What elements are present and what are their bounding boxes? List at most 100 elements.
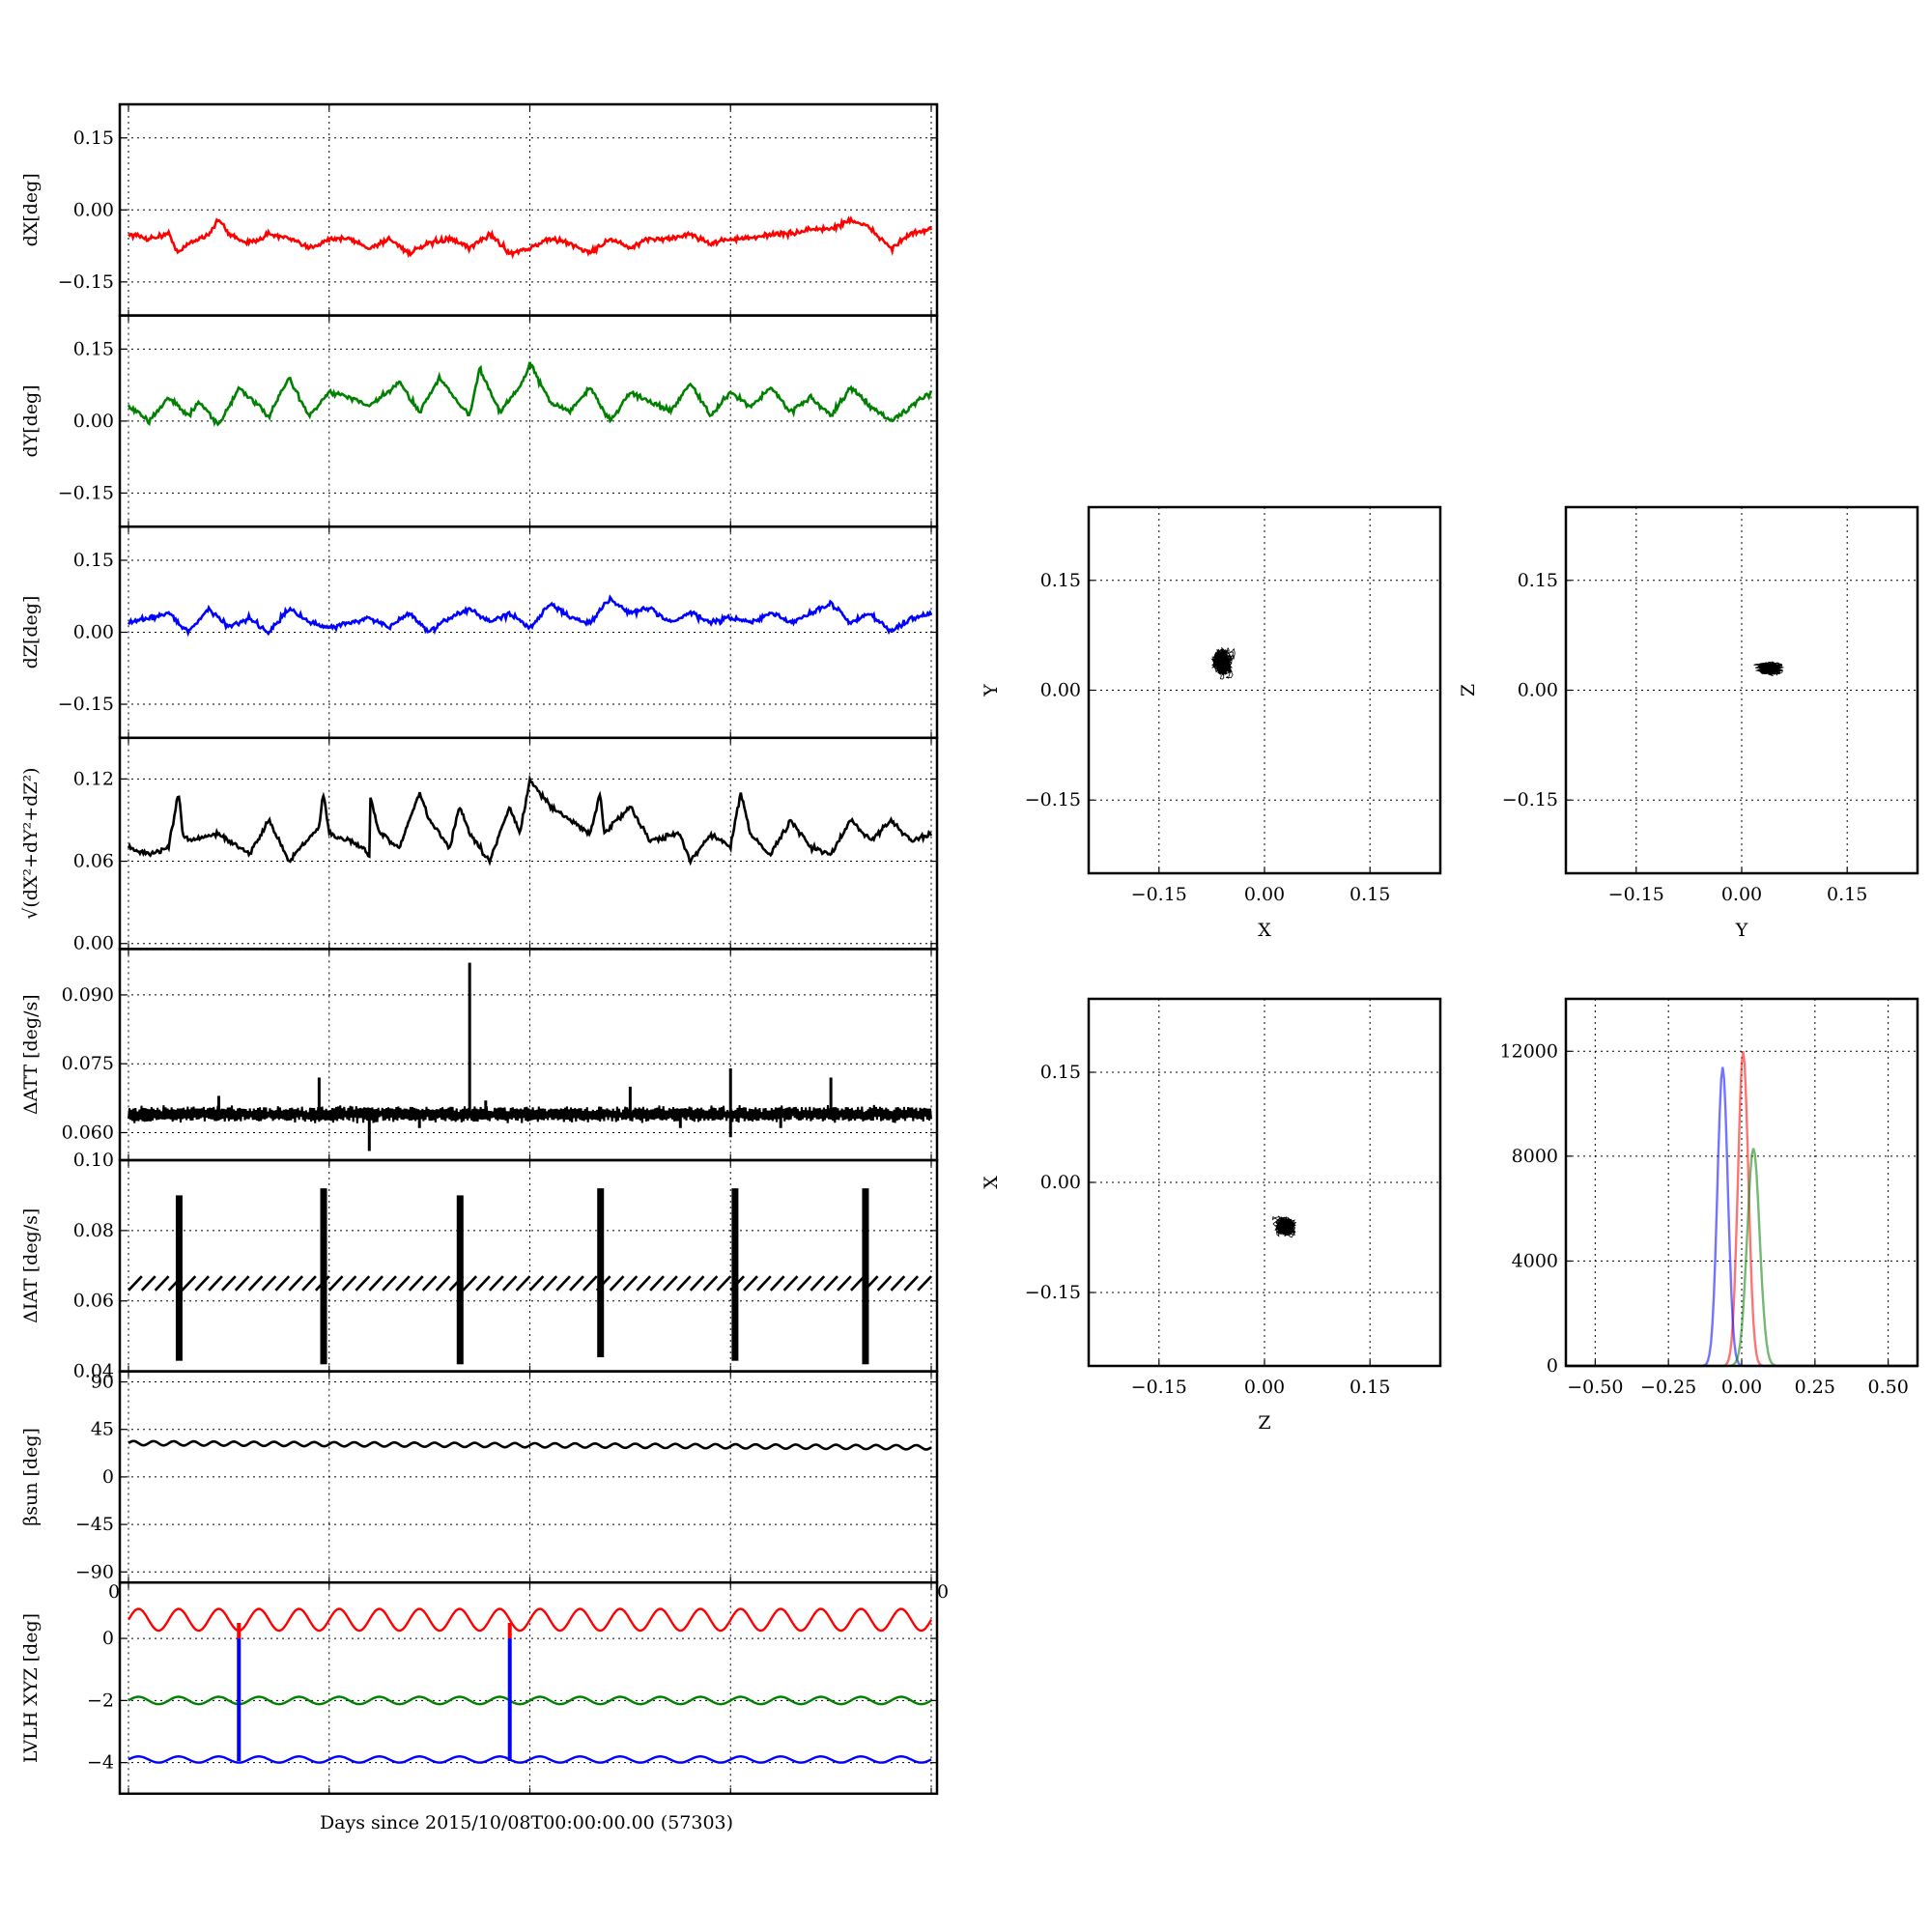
panel-lvlh: 0 −2 −4 0 0 LVLH XYZ [deg] [20,1580,949,1796]
series-lvlh [127,1607,933,1764]
xtick-label: 0.25 [1795,1377,1835,1398]
ytick-label: 90 [91,1372,114,1393]
spike [456,1195,464,1365]
ytick-label: −0.15 [1025,789,1081,810]
ytick-label: 0.00 [73,411,114,432]
spike [175,1195,183,1361]
ytick-label: 0.090 [62,984,114,1006]
corner-label: 0 [108,1581,120,1603]
panel-dY: 0.15 0.00 −0.15 dY[deg] [20,314,939,528]
ytick-label: 0 [1547,1355,1558,1377]
panel-scatterYZ: −0.15 0.00 0.15 0.15 0.00 −0.15 Y Z [1458,505,1919,941]
xtick-label: 0.00 [1721,1377,1762,1398]
ytick-label: 0.04 [73,1361,114,1382]
xlabel-scatterXY: X [1258,920,1271,941]
panel-scatterXY: −0.15 0.00 0.15 0.15 0.00 −0.15 X Y [980,505,1442,941]
xtick-label: 0.15 [1350,884,1390,905]
panel-dX: 0.15 0.00 −0.15 dX[deg] [20,102,939,317]
xtick-label: −0.15 [1131,884,1187,905]
ylabel-dATT: ΔATT [deg/s] [20,994,42,1115]
lvlh-series-1 [128,1695,932,1706]
scatter-and-histogram-panels: −0.15 0.00 0.15 0.15 0.00 −0.15 X Y −0.15 0.00 0.1… [980,505,1919,1434]
series-dR [127,774,933,867]
xlabel-scatterZX: Z [1258,1412,1270,1434]
xtick-label: −0.15 [1608,884,1664,905]
ytick-label: 0.00 [1040,680,1081,701]
ylabel-scatterZX: X [980,1176,1002,1189]
line [127,361,933,428]
ytick-label: 0 [102,1628,114,1649]
ytick-label: 0.15 [1518,570,1558,591]
time-axis-label: Days since 2015/10/08T00:00:00.00 (57303… [320,1812,733,1833]
ytick-label: 0.060 [62,1122,114,1143]
line [128,1439,932,1451]
line [127,594,933,638]
scatter-cloud [1271,1215,1297,1238]
scatter-cloud [1210,646,1236,680]
ylabel-beta: βsun [deg] [20,1428,42,1526]
panel-dZ: 0.15 0.00 −0.15 dZ[deg] [20,525,939,740]
spike [862,1188,869,1365]
ytick-label: −45 [75,1514,114,1535]
hist-series-2 [1566,1148,1918,1368]
xtick-label: 0.15 [1827,884,1867,905]
ytick-label: 0.15 [73,338,114,359]
ylabel-dR: √(dX²+dY²+dZ²) [20,767,42,919]
spike [731,1188,739,1361]
panel-dATT: 0.090 0.075 0.060 ΔATT [deg/s] [20,948,939,1162]
spike [320,1188,327,1365]
ytick-label: −0.15 [58,482,114,503]
series-beta [128,1439,932,1451]
ylabel-dIAT: ΔIAT [deg/s] [20,1208,42,1323]
ytick-label: 0.15 [1040,1062,1081,1083]
ylabel-dX: dX[deg] [20,173,42,246]
xtick-label: 0.00 [1244,1377,1285,1398]
ytick-label: 0.15 [73,550,114,571]
series-dX [127,215,933,260]
ytick-label: −0.15 [1025,1282,1081,1303]
lvlh-series-2 [128,1754,932,1764]
ylabel-scatterYZ: Z [1458,684,1479,696]
scatter-cloud [1753,661,1784,677]
xtick-label: 0.50 [1868,1377,1909,1398]
ylabel-lvlh: LVLH XYZ [deg] [20,1613,42,1763]
series-dIAT [128,1188,932,1365]
panel-histogram: −0.50 −0.25 0.00 0.25 0.50 12000 8000 4000 0 [1500,997,1919,1398]
series-dY [127,361,933,428]
ytick-label: 45 [91,1419,114,1440]
ytick-label: 0 [102,1466,114,1488]
xlabel-scatterYZ: Y [1735,920,1748,941]
xtick-label: −0.15 [1131,1377,1187,1398]
line [127,774,933,867]
ytick-label: −2 [87,1690,114,1711]
ytick-label: 0.06 [73,851,114,872]
ytick-label: 0.15 [1040,570,1081,591]
panel-dR: 0.12 0.06 0.00 √(dX²+dY²+dZ²) [20,736,939,954]
line [128,1104,932,1123]
ytick-label: 0.06 [73,1291,114,1312]
spike [597,1188,605,1358]
ytick-label: 0.00 [1040,1172,1081,1193]
xtick-label: −0.50 [1567,1377,1623,1398]
ytick-label: 0.10 [73,1150,114,1171]
xtick-label: −0.25 [1640,1377,1696,1398]
ylabel-dY: dY[deg] [20,384,42,457]
data-scatterXY [1210,646,1236,680]
ytick-label: 0.08 [73,1220,114,1241]
time-series-panels: 0.15 0.00 −0.15 dX[deg] 0.15 0.00 −0.15 dY[deg]… [20,102,949,1796]
ytick-label: −0.15 [1502,789,1558,810]
line [127,215,933,260]
data-scatterYZ [1753,661,1784,677]
data-scatterZX [1271,1215,1297,1238]
ytick-label: 8000 [1512,1146,1558,1167]
ylabel-dZ: dZ[deg] [20,596,42,669]
xtick-label: 0.00 [1244,884,1285,905]
ytick-label: −0.15 [58,271,114,293]
ytick-label: −90 [75,1561,114,1582]
series-dATT [128,962,932,1151]
ytick-label: 0.00 [73,933,114,954]
ylabel-scatterXY: Y [980,684,1002,697]
panel-beta: 90 45 0 −45 −90 βsun [deg] [20,1370,939,1584]
ytick-label: 0.075 [62,1053,114,1074]
